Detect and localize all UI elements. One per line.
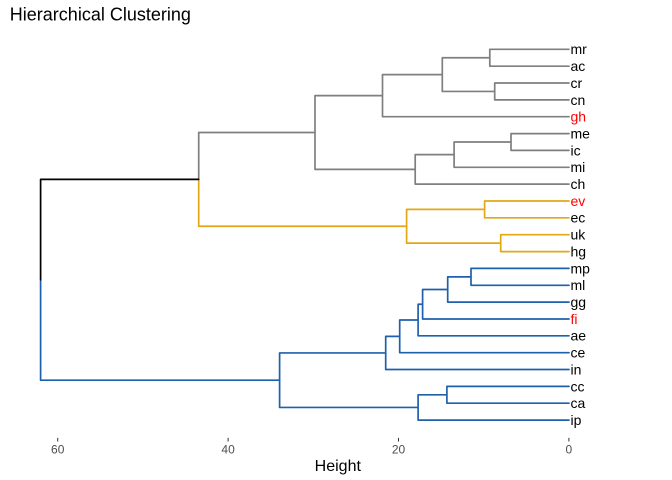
svg-text:Height: Height [315,458,362,475]
svg-text:cr: cr [571,75,583,91]
svg-text:ic: ic [571,142,581,158]
svg-text:cc: cc [571,378,585,394]
svg-text:20: 20 [392,442,406,456]
svg-text:hg: hg [571,244,587,260]
svg-text:ev: ev [571,193,586,209]
svg-text:mi: mi [571,159,586,175]
svg-text:Hierarchical Clustering: Hierarchical Clustering [10,4,191,24]
svg-text:ae: ae [571,328,587,344]
svg-text:ch: ch [571,176,586,192]
svg-text:mr: mr [571,41,588,57]
svg-text:40: 40 [221,442,235,456]
svg-text:cn: cn [571,92,586,108]
svg-text:60: 60 [51,442,65,456]
svg-text:fi: fi [571,311,578,327]
svg-text:ca: ca [571,395,586,411]
svg-text:me: me [571,126,591,142]
svg-text:ec: ec [571,210,586,226]
svg-text:ce: ce [571,345,586,361]
svg-text:gg: gg [571,294,587,310]
svg-text:ip: ip [571,412,582,428]
svg-text:0: 0 [566,442,573,456]
svg-text:ml: ml [571,277,586,293]
svg-text:in: in [571,361,582,377]
svg-text:uk: uk [571,227,587,243]
svg-text:ac: ac [571,58,586,74]
svg-text:mp: mp [571,260,591,276]
svg-text:gh: gh [571,109,587,125]
